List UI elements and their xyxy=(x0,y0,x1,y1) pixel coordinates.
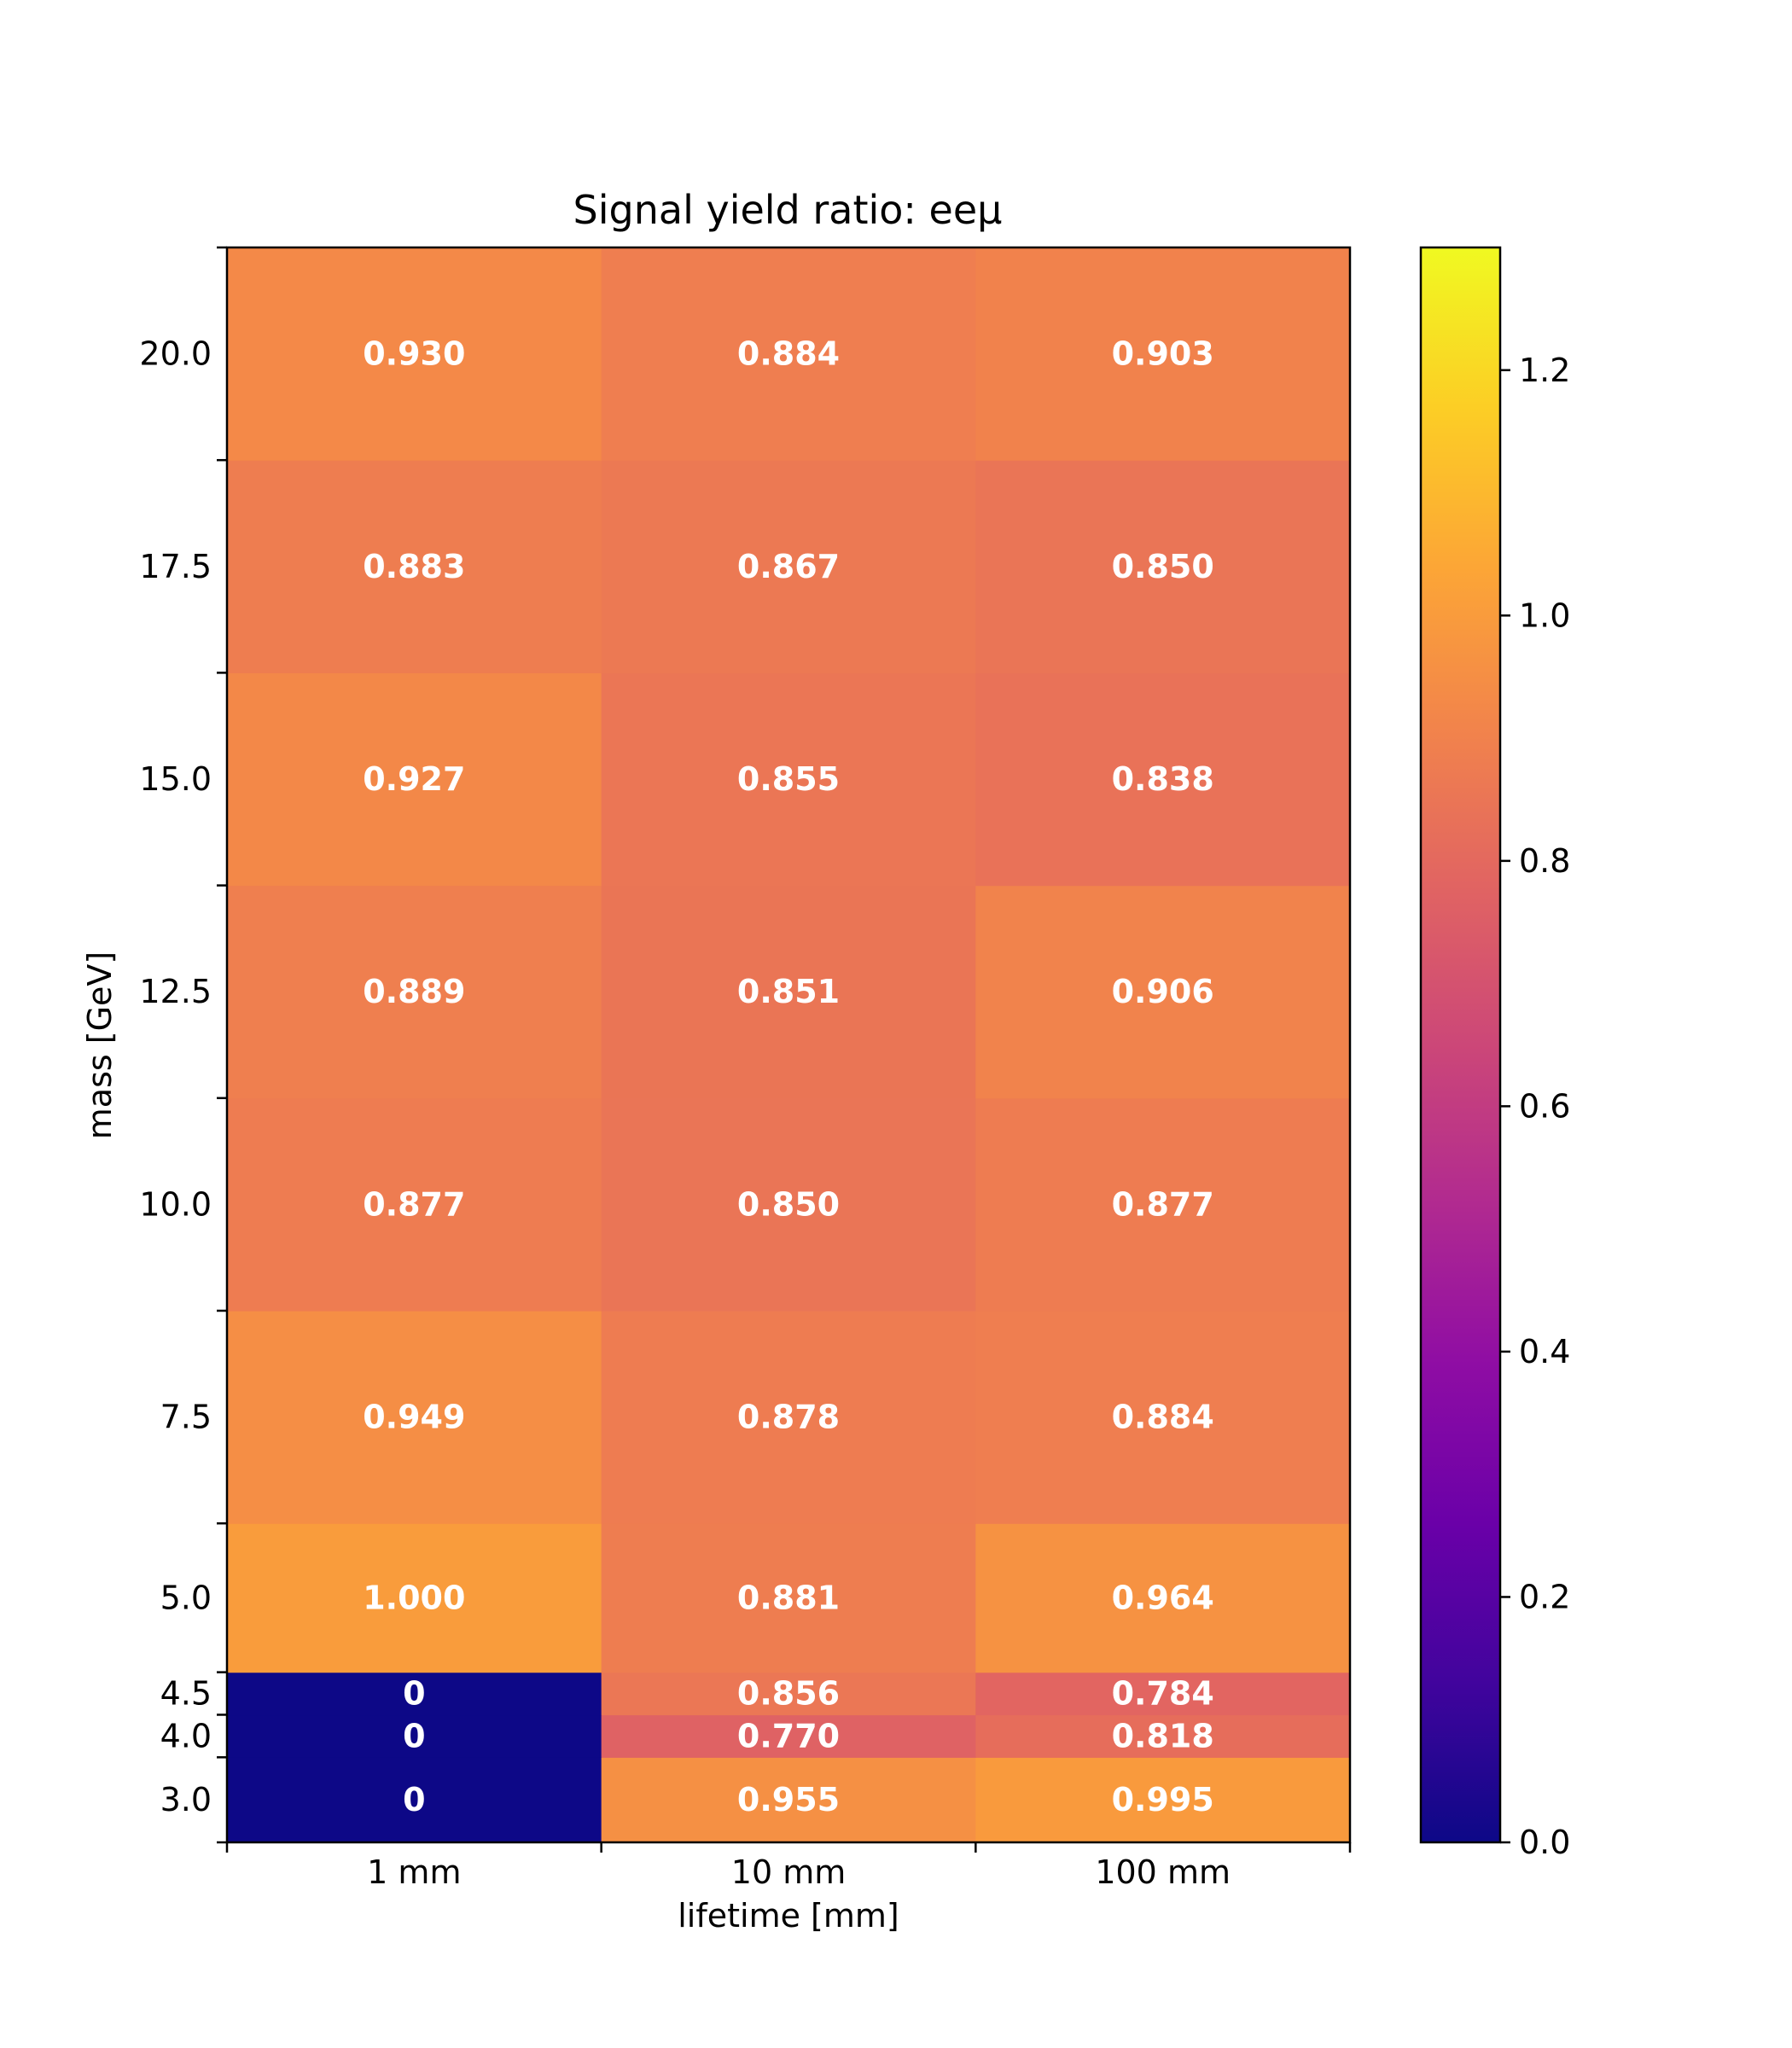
heatmap-cell xyxy=(227,1311,602,1524)
cell-value-label: 0.877 xyxy=(363,1185,465,1223)
heatmap-cell xyxy=(975,1523,1351,1673)
y-tick-label: 20.0 xyxy=(139,335,212,373)
colorbar: 0.0 0.2 0.4 0.6 0.8 1.0 1.2 xyxy=(1419,246,1570,1861)
cell-value-label: 0.818 xyxy=(1112,1717,1214,1754)
heatmap-cell xyxy=(227,1523,602,1673)
heatmap-cell xyxy=(975,247,1351,461)
heatmap-cell xyxy=(975,1714,1351,1758)
cell-value-label: 0.877 xyxy=(1112,1185,1214,1223)
heatmap-cell xyxy=(601,1714,976,1758)
heatmap-cell xyxy=(227,1757,602,1843)
cell-value-label: 0.856 xyxy=(737,1675,840,1713)
plot-frame xyxy=(225,246,1352,1844)
heatmap-cell xyxy=(227,1672,602,1716)
cell-value-label: 0.906 xyxy=(1112,973,1214,1010)
y-axis-label: mass [GeV] xyxy=(81,951,119,1139)
cell-value-label: 0 xyxy=(403,1675,425,1713)
cell-value-label: 0.930 xyxy=(363,335,465,373)
cell-value-label: 0 xyxy=(403,1717,425,1754)
heatmap-cell xyxy=(975,1672,1351,1716)
cell-value-label: 0.927 xyxy=(363,760,465,798)
colorbar-tick-label: 0.4 xyxy=(1519,1333,1570,1370)
cell-value-label: 0.770 xyxy=(737,1717,840,1754)
heatmap-cell xyxy=(975,1757,1351,1843)
x-tick-label: 100 mm xyxy=(1095,1853,1231,1891)
cell-value-label: 0.784 xyxy=(1112,1675,1214,1713)
cell-value-label: 0.867 xyxy=(737,548,840,585)
y-tick-label: 4.0 xyxy=(160,1717,212,1754)
cell-value-label: 0.995 xyxy=(1112,1781,1214,1818)
cell-value-label: 0.851 xyxy=(737,973,840,1010)
cell-value-label: 0.955 xyxy=(737,1781,840,1818)
heatmap-cell xyxy=(975,885,1351,1099)
y-tick-label: 4.5 xyxy=(160,1675,212,1713)
colorbar-tick-label: 1.2 xyxy=(1519,352,1570,389)
heatmap-cell xyxy=(601,1672,976,1716)
colorbar-tick-label: 0.2 xyxy=(1519,1578,1570,1615)
heatmap-cell xyxy=(975,672,1351,887)
heatmap-cell xyxy=(227,247,602,461)
heatmap-cell-labels: 0 0.955 0.995 0 0.770 0.818 0 0.856 0.784 1.000 0.… xyxy=(363,335,1214,1819)
cell-value-label: 0.850 xyxy=(1112,548,1214,585)
heatmap-cells xyxy=(227,247,1351,1843)
x-tick-label: 10 mm xyxy=(731,1853,846,1891)
y-tick-label: 12.5 xyxy=(139,973,212,1010)
x-axis: 1 mm 10 mm 100 mm xyxy=(225,1842,1352,1891)
cell-value-label: 0.881 xyxy=(737,1579,840,1616)
cell-value-label: 0.884 xyxy=(737,335,840,373)
heatmap-cell xyxy=(975,1097,1351,1312)
colorbar-ticks: 0.0 0.2 0.4 0.6 0.8 1.0 1.2 xyxy=(1500,352,1570,1861)
colorbar-tick-label: 0.6 xyxy=(1519,1087,1570,1125)
heatmap-cell xyxy=(601,1311,976,1524)
y-tick-label: 7.5 xyxy=(160,1399,212,1436)
heatmap-cell xyxy=(227,672,602,887)
cell-value-label: 0.855 xyxy=(737,760,840,798)
heatmap-cell xyxy=(227,460,602,673)
cell-value-label: 0 xyxy=(403,1781,425,1818)
heatmap-cell xyxy=(601,885,976,1099)
heatmap-cell xyxy=(975,460,1351,673)
heatmap-cell xyxy=(601,1097,976,1312)
cell-value-label: 0.850 xyxy=(737,1185,840,1223)
y-tick-label: 10.0 xyxy=(139,1185,212,1223)
cell-value-label: 1.000 xyxy=(363,1579,465,1616)
cell-value-label: 0.878 xyxy=(737,1399,840,1436)
colorbar-tick-label: 1.0 xyxy=(1519,596,1570,634)
cell-value-label: 0.949 xyxy=(363,1399,465,1436)
cell-value-label: 0.903 xyxy=(1112,335,1214,373)
y-tick-label: 5.0 xyxy=(160,1579,212,1616)
cell-value-label: 0.838 xyxy=(1112,760,1214,798)
heatmap-cell xyxy=(601,672,976,887)
colorbar-gradient xyxy=(1421,247,1500,1842)
cell-value-label: 0.889 xyxy=(363,973,465,1010)
cell-value-label: 0.884 xyxy=(1112,1399,1214,1436)
chart-title: Signal yield ratio: eeμ xyxy=(573,187,1003,233)
heatmap-cell xyxy=(601,1757,976,1843)
y-tick-label: 3.0 xyxy=(160,1781,212,1818)
colorbar-tick-label: 0.8 xyxy=(1519,842,1570,880)
cell-value-label: 0.883 xyxy=(363,548,465,585)
heatmap-cell xyxy=(601,1523,976,1673)
x-tick-label: 1 mm xyxy=(367,1853,461,1891)
y-tick-label: 17.5 xyxy=(139,548,212,585)
colorbar-frame xyxy=(1419,246,1502,1844)
heatmap-cell xyxy=(227,1097,602,1312)
cell-value-label: 0.964 xyxy=(1112,1579,1214,1616)
heatmap-cell xyxy=(227,1714,602,1758)
heatmap-cell xyxy=(601,247,976,461)
heatmap-cell xyxy=(601,460,976,673)
heatmap-cell xyxy=(975,1311,1351,1524)
heatmap-cell xyxy=(227,885,602,1099)
y-axis: 3.0 4.0 4.5 5.0 7.5 10.0 12.5 15.0 17.5 20.0 xyxy=(139,246,227,1844)
x-axis-label: lifetime [mm] xyxy=(678,1897,899,1935)
y-tick-label: 15.0 xyxy=(139,760,212,798)
colorbar-tick-label: 0.0 xyxy=(1519,1824,1570,1861)
